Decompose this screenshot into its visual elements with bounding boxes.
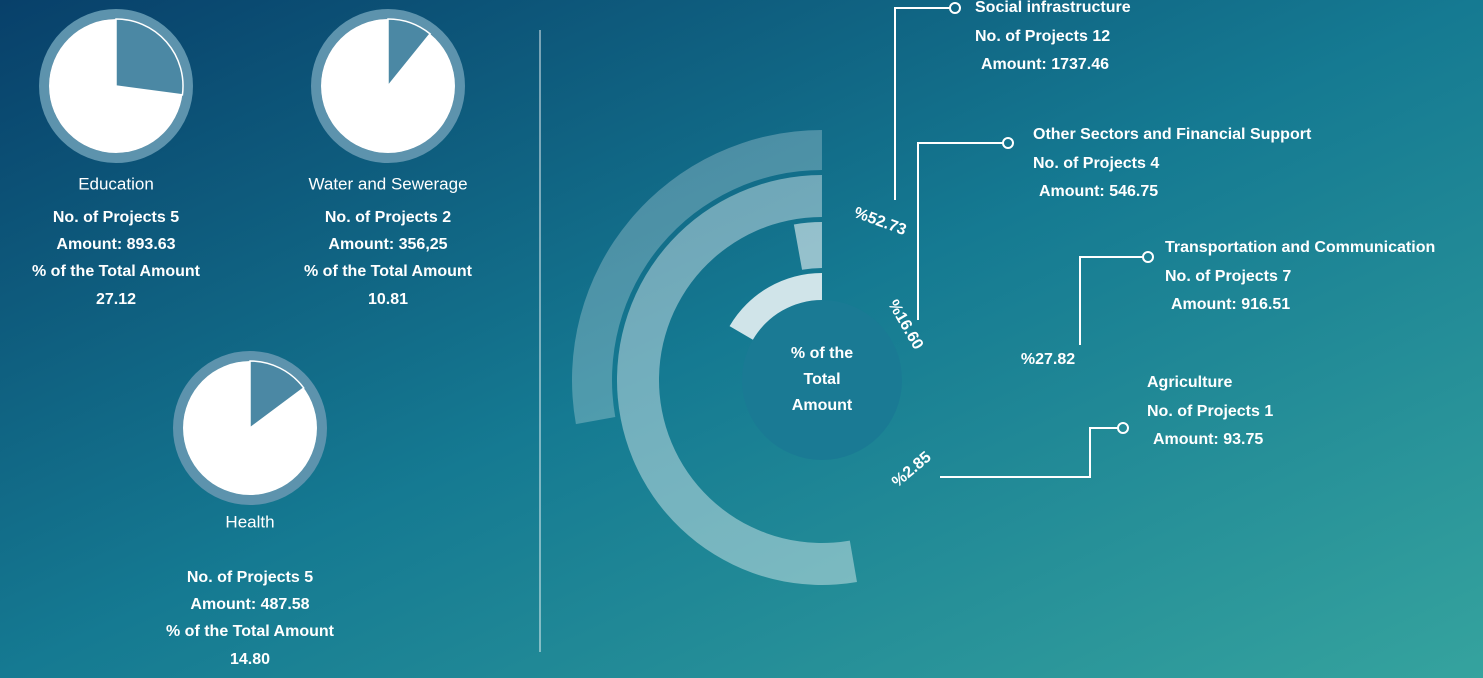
sector-projects: No. of Projects 5	[53, 209, 179, 226]
sector-share-label: % of the Total Amount	[166, 623, 335, 640]
callout-projects: No. of Projects 7	[1165, 268, 1291, 285]
ring-center-text: Total	[803, 371, 840, 388]
pie-slice	[115, 18, 184, 96]
callout-amount: Amount: 93.75	[1153, 431, 1263, 448]
ring-segment	[793, 222, 822, 270]
sector-share-label: % of the Total Amount	[304, 263, 473, 280]
ring-segment	[616, 175, 857, 585]
sector-name: Education	[78, 174, 154, 193]
sector-amount: Amount: 487.58	[190, 596, 309, 613]
callout-name: Other Sectors and Financial Support	[1033, 126, 1312, 143]
callout-name: Social infrastructure	[975, 0, 1131, 16]
sector-share-label: % of the Total Amount	[32, 263, 201, 280]
callout-lines	[894, 2, 1154, 478]
pie-slice	[387, 18, 432, 89]
callout-projects: No. of Projects 1	[1147, 403, 1273, 420]
ring-segment	[572, 130, 822, 425]
sector-projects: No. of Projects 2	[325, 209, 451, 226]
callout-projects: No. of Projects 12	[975, 28, 1110, 45]
ring-center-text: Amount	[792, 397, 853, 414]
pie-border	[173, 351, 327, 505]
ring-segment	[729, 273, 822, 340]
sector-amount: Amount: 893.63	[56, 236, 175, 253]
sector-projects: No. of Projects 5	[187, 569, 313, 586]
ring-hole	[742, 300, 902, 460]
pie-border	[311, 9, 465, 163]
sector-share: 14.80	[230, 651, 270, 668]
ring-center-text: % of the	[791, 345, 853, 362]
sector-name: Health	[225, 512, 274, 531]
sector-share: 10.81	[368, 291, 408, 308]
pie-border	[39, 9, 193, 163]
ring-label: %27.82	[1021, 351, 1075, 368]
sector-name: Water and Sewerage	[308, 174, 467, 193]
callout-amount: Amount: 546.75	[1039, 183, 1158, 200]
sector-amount: Amount: 356,25	[328, 236, 447, 253]
callout-projects: No. of Projects 4	[1033, 155, 1159, 172]
callout-amount: Amount: 1737.46	[981, 56, 1109, 73]
pie-slice	[249, 360, 305, 430]
sector-share: 27.12	[96, 291, 136, 308]
callout-name: Transportation and Communication	[1165, 239, 1435, 256]
callout-name: Agriculture	[1147, 374, 1232, 391]
callout-amount: Amount: 916.51	[1171, 296, 1290, 313]
